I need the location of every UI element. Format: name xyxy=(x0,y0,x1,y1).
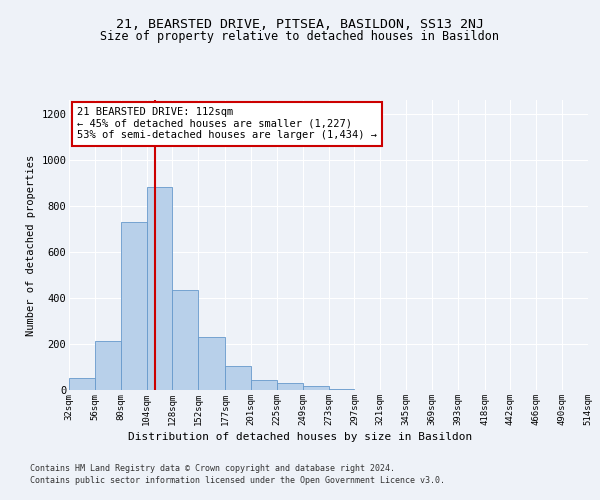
Y-axis label: Number of detached properties: Number of detached properties xyxy=(26,154,35,336)
Bar xyxy=(329,389,355,390)
Bar xyxy=(198,337,225,390)
Text: Contains public sector information licensed under the Open Government Licence v3: Contains public sector information licen… xyxy=(30,476,445,485)
Bar xyxy=(121,222,146,390)
Bar xyxy=(95,340,121,390)
Bar xyxy=(69,378,95,390)
Text: 21 BEARSTED DRIVE: 112sqm
← 45% of detached houses are smaller (1,227)
53% of se: 21 BEARSTED DRIVE: 112sqm ← 45% of detac… xyxy=(77,108,377,140)
Text: Contains HM Land Registry data © Crown copyright and database right 2024.: Contains HM Land Registry data © Crown c… xyxy=(30,464,395,473)
Bar xyxy=(172,290,198,390)
Bar xyxy=(302,386,329,390)
Text: Distribution of detached houses by size in Basildon: Distribution of detached houses by size … xyxy=(128,432,472,442)
Bar xyxy=(146,188,172,390)
Bar xyxy=(277,383,302,390)
Bar xyxy=(225,366,251,390)
Text: Size of property relative to detached houses in Basildon: Size of property relative to detached ho… xyxy=(101,30,499,43)
Text: 21, BEARSTED DRIVE, PITSEA, BASILDON, SS13 2NJ: 21, BEARSTED DRIVE, PITSEA, BASILDON, SS… xyxy=(116,18,484,30)
Bar xyxy=(251,380,277,390)
